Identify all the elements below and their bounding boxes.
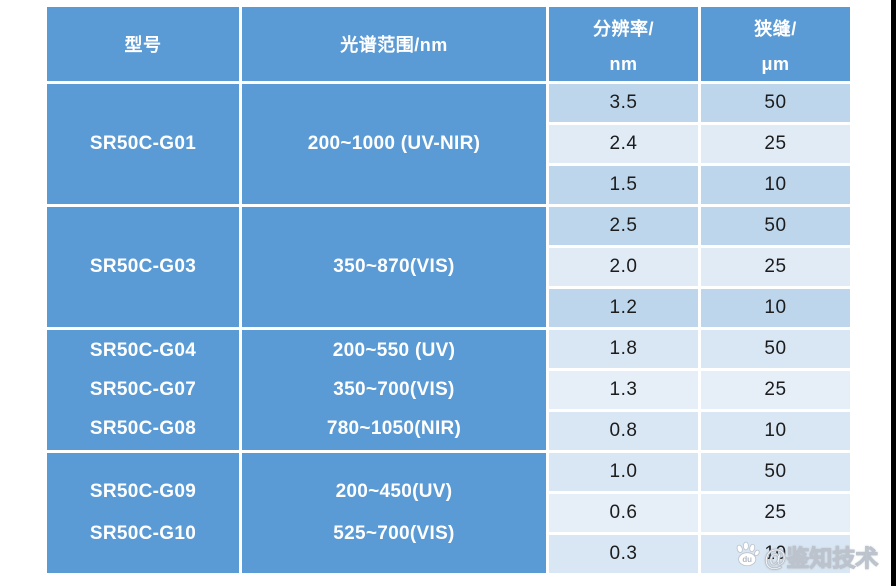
spectrometer-spec-table: 型号 光谱范围/nm 分辨率/ nm 狭缝/ μm SR50C-G01 — [44, 4, 853, 576]
header-slit-line2: μm — [761, 54, 790, 74]
resolution-value: 0.6 — [549, 494, 698, 532]
header-resolution-line2: nm — [609, 54, 638, 74]
resolution-value: 1.0 — [549, 453, 698, 491]
model-cell-g03: SR50C-G03 — [47, 207, 239, 327]
resolution-value: 1.5 — [549, 166, 698, 204]
header-range: 光谱范围/nm — [242, 7, 546, 81]
table-row: SR50C-G01 200~1000 (UV-NIR) 3.5 50 — [47, 84, 850, 204]
model-cell-g01: SR50C-G01 — [47, 84, 239, 204]
model-label: SR50C-G04 — [89, 340, 197, 362]
model-label: SR50C-G09 — [89, 481, 197, 502]
range-label: 780~1050(NIR) — [326, 417, 462, 439]
slit-value: 10 — [701, 535, 850, 573]
table-row: 0.3 10 — [47, 535, 850, 573]
header-model-label: 型号 — [124, 35, 162, 55]
table-row: SR50C-G04 SR50C-G07 SR50C-G08 200~550 (U… — [47, 330, 850, 450]
range-label: 525~700(VIS) — [333, 523, 455, 544]
model-cell-g09-g10: SR50C-G09 SR50C-G10 — [47, 453, 239, 573]
model-label: SR50C-G01 — [89, 133, 197, 154]
range-label: 350~700(VIS) — [333, 378, 455, 400]
slit-value: 50 — [701, 84, 850, 122]
slit-value: 50 — [701, 330, 850, 368]
range-label: 200~1000 (UV-NIR) — [307, 133, 481, 154]
header-resolution: 分辨率/ nm — [549, 7, 698, 81]
range-cell-g01: 200~1000 (UV-NIR) — [242, 84, 546, 204]
model-label: SR50C-G08 — [89, 417, 197, 439]
range-label: 200~550 (UV) — [332, 340, 456, 362]
resolution-value: 1.8 — [549, 330, 698, 368]
resolution-value: 0.8 — [549, 412, 698, 450]
resolution-value: 2.5 — [549, 207, 698, 245]
table-row: 2.4 25 — [47, 125, 850, 163]
range-label: 350~870(VIS) — [333, 256, 455, 277]
model-label: SR50C-G10 — [89, 523, 197, 544]
table-row: SR50C-G03 350~870(VIS) 2.5 50 — [47, 207, 850, 327]
header-slit: 狭缝/ μm — [701, 7, 850, 81]
range-cell-g09-g10: 200~450(UV) 525~700(VIS) — [242, 453, 546, 573]
slit-value: 25 — [701, 125, 850, 163]
screen-edge-strip — [891, 0, 896, 586]
range-cell-g04-g07-g08: 200~550 (UV) 350~700(VIS) 780~1050(NIR) — [242, 330, 546, 450]
resolution-value: 2.0 — [549, 248, 698, 286]
range-label: 200~450(UV) — [335, 481, 453, 502]
table-header-row: 型号 光谱范围/nm 分辨率/ nm 狭缝/ μm — [47, 7, 850, 81]
table-row: SR50C-G09 SR50C-G10 200~450(UV) 525~700(… — [47, 453, 850, 573]
table-row: 1.3 25 — [47, 371, 850, 409]
slit-value: 10 — [701, 412, 850, 450]
model-label: SR50C-G03 — [89, 256, 197, 277]
slit-value: 10 — [701, 289, 850, 327]
slit-value: 25 — [701, 248, 850, 286]
header-model: 型号 — [47, 7, 239, 81]
resolution-value: 0.3 — [549, 535, 698, 573]
resolution-value: 3.5 — [549, 84, 698, 122]
table-row: 1.2 10 — [47, 289, 850, 327]
slit-value: 50 — [701, 207, 850, 245]
resolution-value: 1.2 — [549, 289, 698, 327]
resolution-value: 1.3 — [549, 371, 698, 409]
table-row: 1.5 10 — [47, 166, 850, 204]
header-resolution-line1: 分辨率/ — [592, 19, 654, 39]
slit-value: 50 — [701, 453, 850, 491]
model-label: SR50C-G07 — [89, 378, 197, 400]
table-row: 0.8 10 — [47, 412, 850, 450]
slit-value: 10 — [701, 166, 850, 204]
header-slit-line1: 狭缝/ — [754, 19, 797, 39]
model-cell-g04-g07-g08: SR50C-G04 SR50C-G07 SR50C-G08 — [47, 330, 239, 450]
range-cell-g03: 350~870(VIS) — [242, 207, 546, 327]
table-row: 0.6 25 — [47, 494, 850, 532]
header-range-label: 光谱范围/nm — [340, 35, 448, 55]
slit-value: 25 — [701, 494, 850, 532]
resolution-value: 2.4 — [549, 125, 698, 163]
table-row: 2.0 25 — [47, 248, 850, 286]
slit-value: 25 — [701, 371, 850, 409]
